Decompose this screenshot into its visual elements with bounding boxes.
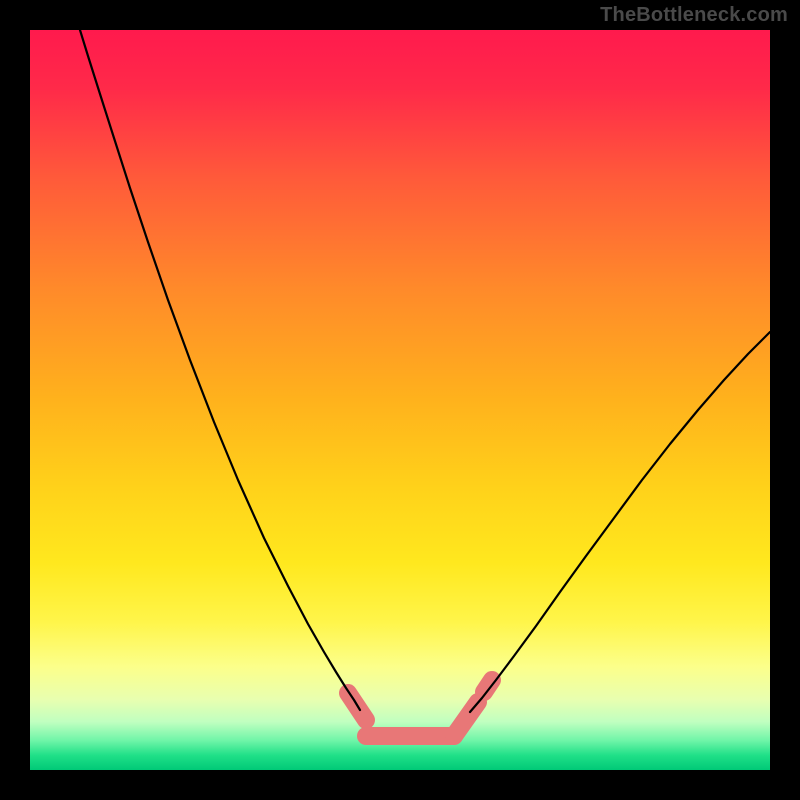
curve-right-group (470, 332, 770, 712)
frame-right (770, 0, 800, 800)
chart-svg (30, 30, 770, 770)
frame-bottom (0, 770, 800, 800)
watermark-text: TheBottleneck.com (600, 4, 788, 27)
curve-left-group (80, 30, 360, 710)
bottom-segments-group (348, 680, 492, 736)
plot-area (30, 30, 770, 770)
frame-left (0, 0, 30, 800)
